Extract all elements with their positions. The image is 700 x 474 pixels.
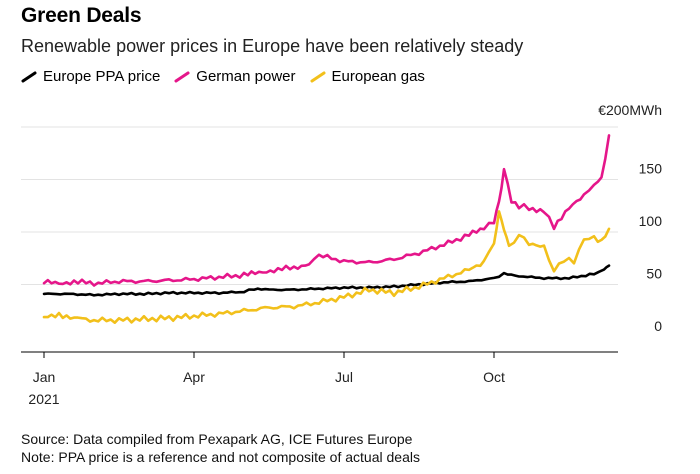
x-tick-label-oct: Oct (483, 369, 505, 385)
source-line: Source: Data compiled from Pexapark AG, … (21, 431, 413, 447)
note-line: Note: PPA price is a reference and not c… (21, 449, 420, 465)
chart-subtitle: Renewable power prices in Europe have be… (21, 36, 524, 56)
legend-item-european-gas: European gas (310, 68, 425, 85)
legend: Europe PPA price German power European g… (21, 68, 439, 85)
legend-swatch-ppa (21, 71, 37, 82)
y-tick-label-150: 150 (639, 161, 663, 177)
legend-item-ppa: Europe PPA price (21, 68, 160, 85)
legend-swatch-european-gas (310, 71, 326, 82)
series-line-europe-ppa-price (42, 264, 611, 297)
legend-label-european-gas: European gas (331, 68, 425, 85)
y-tick-label-50: 50 (646, 266, 662, 282)
x-tick-label-jul: Jul (335, 369, 353, 385)
legend-swatch-german-power (174, 71, 190, 82)
chart-title: Green Deals (21, 4, 142, 27)
y-unit-label: €200MWh (598, 102, 662, 118)
series-line-european-gas (42, 210, 611, 324)
x-tick-label-apr: Apr (183, 369, 205, 385)
x-tick-label-jan: Jan (33, 369, 56, 385)
series-line-german-power (42, 134, 611, 287)
legend-label-german-power: German power (196, 68, 296, 85)
x-year-label: 2021 (28, 391, 59, 407)
source-notes: Source: Data compiled from Pexapark AG, … (21, 430, 420, 466)
legend-item-german-power: German power (174, 68, 296, 85)
y-tick-label-100: 100 (639, 213, 663, 229)
y-tick-label-0: 0 (654, 318, 662, 334)
legend-label-ppa: Europe PPA price (43, 68, 161, 85)
